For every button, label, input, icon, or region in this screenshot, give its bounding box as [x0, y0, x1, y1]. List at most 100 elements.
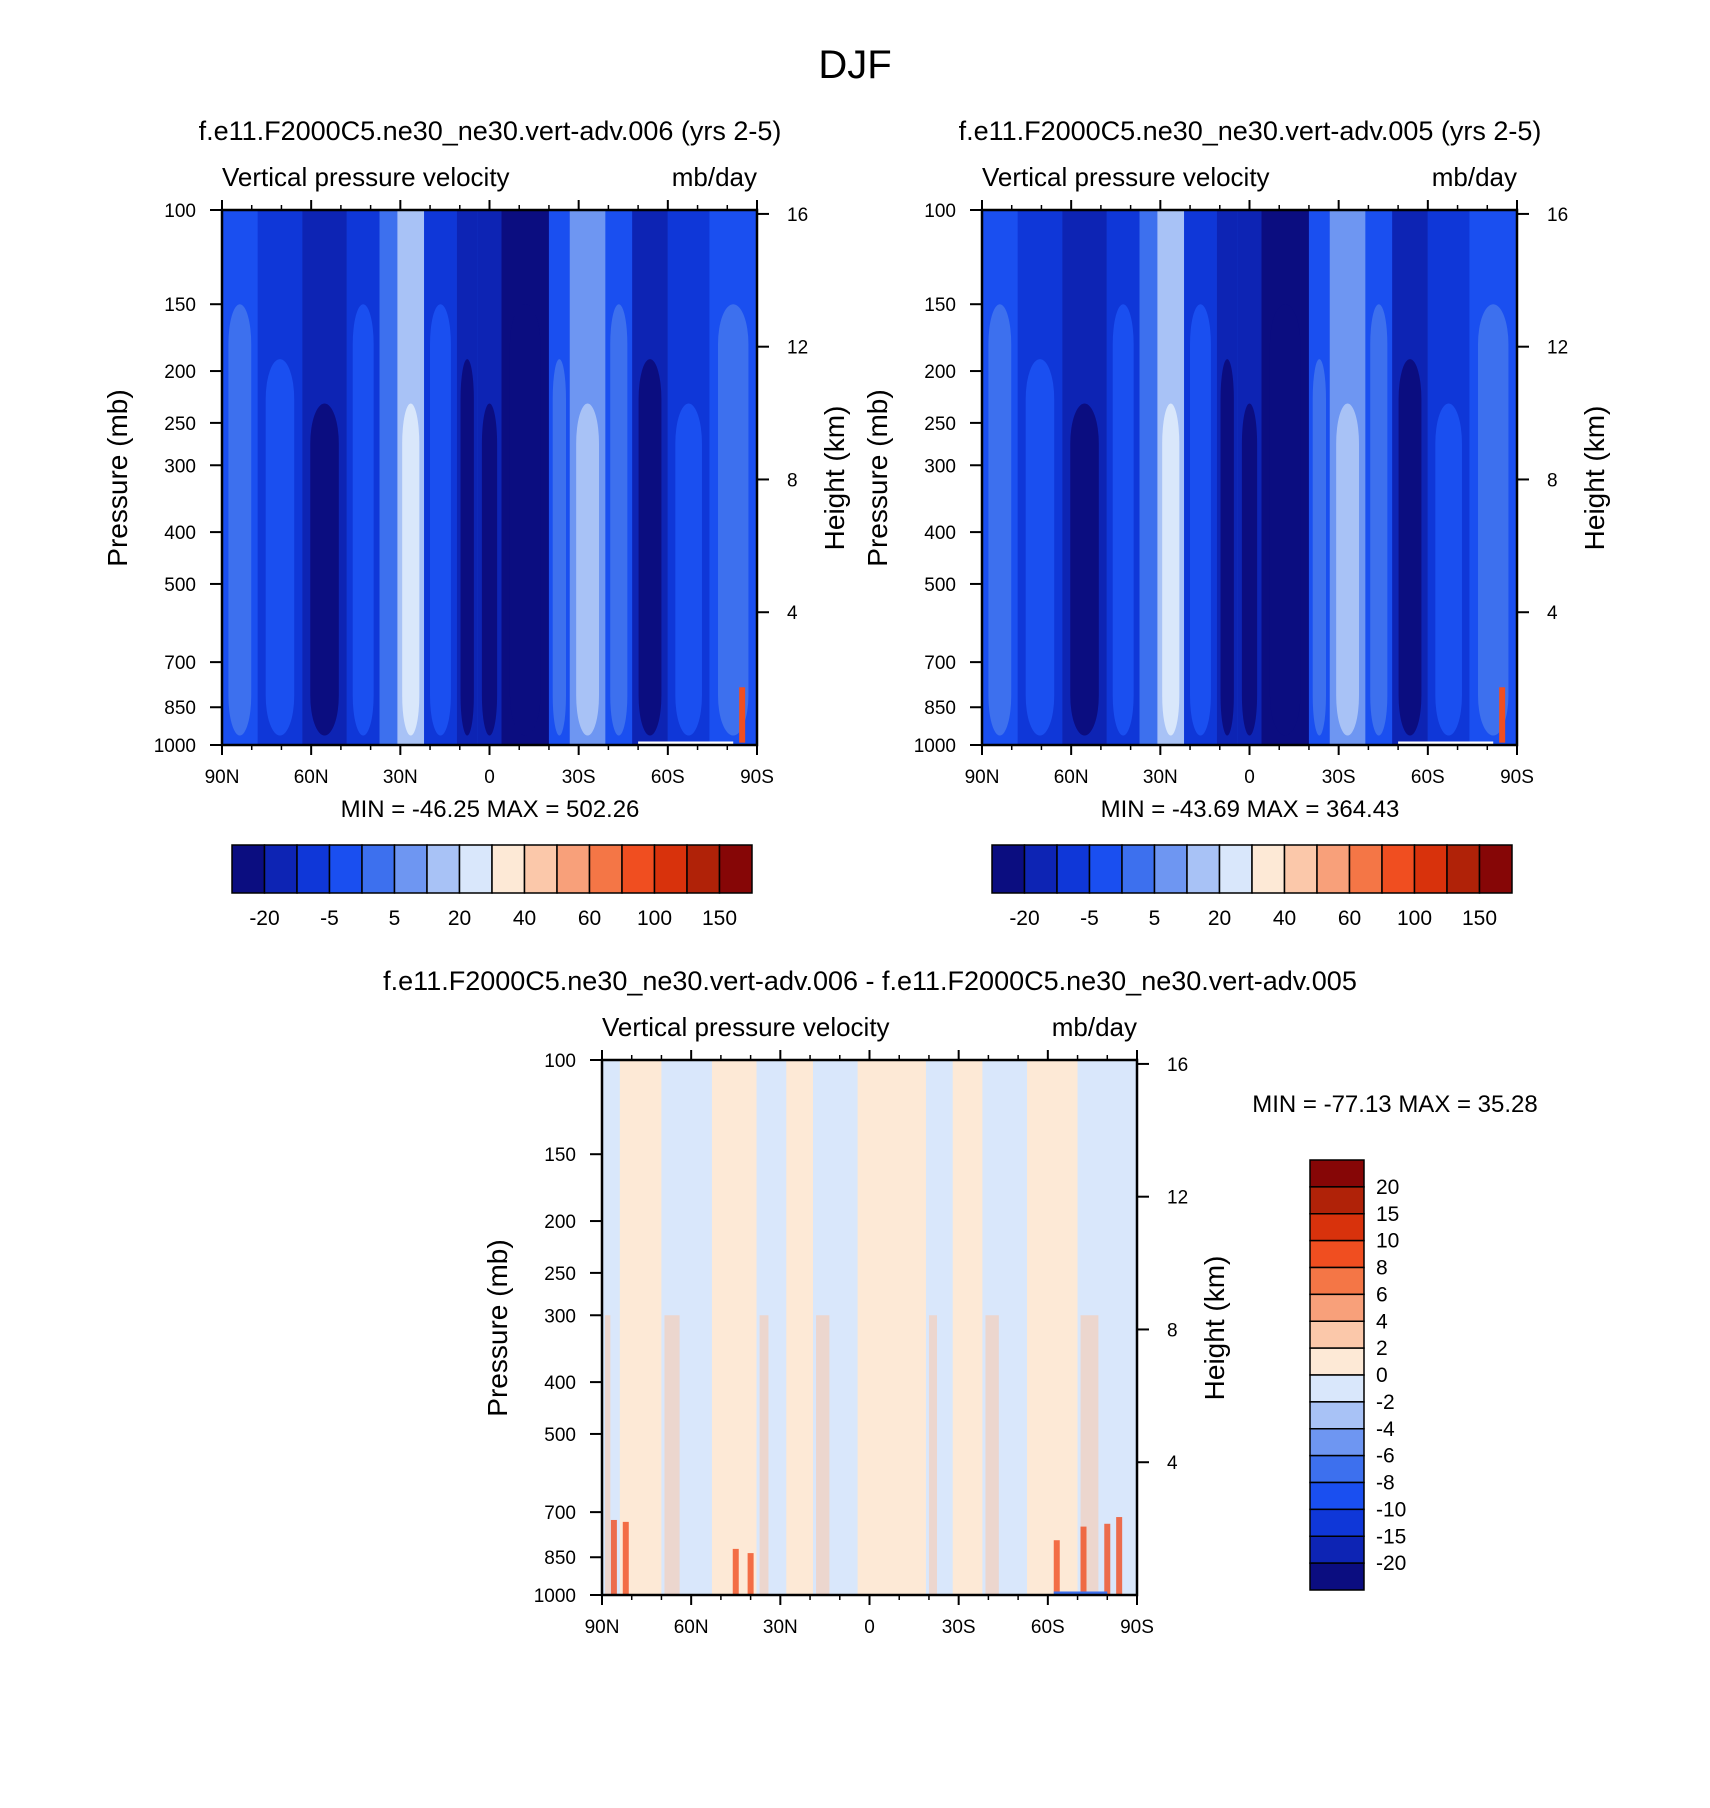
y-tick-label: 1000 — [914, 736, 956, 757]
x-tick-label: 60S — [651, 767, 685, 788]
colorbar-swatch — [1310, 1348, 1364, 1375]
colorbar-swatch — [1310, 1214, 1364, 1241]
y2-axis-label: Height (km) — [819, 406, 850, 551]
surface-hotspot — [623, 1522, 629, 1595]
contour-core — [482, 404, 497, 736]
y-tick-label: 100 — [164, 201, 196, 222]
y-tick-label: 500 — [544, 1425, 576, 1446]
y2-tick-label: 4 — [787, 603, 798, 624]
panel-top-right: f.e11.F2000C5.ne30_ne30.vert-adv.005 (yr… — [862, 116, 1610, 930]
contour-core — [1026, 359, 1055, 735]
contour-core — [1435, 404, 1462, 736]
y-tick-label: 100 — [544, 1051, 576, 1072]
x-tick-label: 30N — [763, 1617, 798, 1638]
contour-band — [786, 1060, 813, 1595]
colorbar-label: 4 — [1376, 1310, 1388, 1333]
contour-core — [461, 359, 474, 735]
surface-hotspot — [1499, 687, 1505, 742]
y2-tick-label: 12 — [787, 338, 808, 359]
colorbar-label: 8 — [1376, 1257, 1388, 1280]
colorbar-label: 15 — [1376, 1203, 1399, 1226]
colorbar-label: 40 — [1273, 907, 1296, 930]
colorbar-swatch — [265, 845, 298, 893]
min-max-label: MIN = -77.13 MAX = 35.28 — [1252, 1091, 1537, 1118]
colorbar-label: 150 — [702, 907, 737, 930]
x-tick-label: 0 — [1244, 767, 1255, 788]
colorbar-swatch — [1447, 845, 1480, 893]
y-tick-label: 400 — [924, 523, 956, 544]
right-string: mb/day — [1432, 162, 1517, 192]
x-tick-label: 30S — [562, 767, 596, 788]
y-tick-label: 300 — [164, 456, 196, 477]
colorbar-swatch — [1310, 1187, 1364, 1214]
contour-streak — [985, 1315, 998, 1595]
y-tick-label: 400 — [164, 523, 196, 544]
y2-tick-label: 16 — [787, 205, 808, 226]
y-tick-label: 500 — [164, 575, 196, 596]
y-tick-label: 200 — [544, 1212, 576, 1233]
contour-core — [1478, 304, 1508, 735]
colorbar: 20151086420-2-4-6-8-10-15-20 — [1310, 1160, 1406, 1590]
colorbar: -20 -5 5 20 40 60 100 150 — [992, 845, 1512, 930]
contour-core — [610, 304, 627, 735]
contour-core — [1162, 404, 1179, 736]
contour-core — [1313, 359, 1326, 735]
panel-title: f.e11.F2000C5.ne30_ne30.vert-adv.006 - f… — [383, 966, 1357, 996]
figure: DJF f.e11.F2000C5.ne30_ne30.vert-adv.006… — [0, 0, 1710, 1808]
colorbar-swatch — [1310, 1402, 1364, 1429]
y2-tick-label: 16 — [1547, 205, 1568, 226]
colorbar-swatch — [1415, 845, 1448, 893]
x-tick-label: 90N — [205, 767, 240, 788]
contour-core — [718, 304, 748, 735]
y2-tick-label: 8 — [1167, 1320, 1178, 1341]
contour-core — [228, 304, 251, 735]
colorbar-label: -10 — [1376, 1498, 1406, 1521]
contour-core — [1242, 404, 1257, 736]
x-tick-label: 0 — [864, 1617, 875, 1638]
surface-hotspot — [739, 687, 745, 742]
contour-core — [576, 404, 599, 736]
contour-core — [675, 404, 702, 736]
colorbar-swatch — [992, 845, 1025, 893]
contour-streak — [816, 1315, 829, 1595]
contour-band — [380, 210, 398, 745]
contour-streak — [605, 1315, 610, 1595]
contour-band — [953, 1060, 983, 1595]
colorbar-label: 60 — [578, 907, 601, 930]
colorbar-label: -20 — [1376, 1552, 1406, 1575]
y2-axis-label: Height (km) — [1199, 1256, 1230, 1401]
y-tick-label: 300 — [544, 1306, 576, 1327]
colorbar-swatch — [1310, 1268, 1364, 1295]
contour-streak — [664, 1315, 679, 1595]
surface-hotspot — [611, 1520, 617, 1595]
colorbar-swatch — [1025, 845, 1058, 893]
contour-core — [310, 404, 339, 736]
y-tick-label: 700 — [924, 653, 956, 674]
colorbar: -20 -5 5 20 40 60 100 150 — [232, 845, 752, 930]
colorbar-label: 5 — [1149, 907, 1161, 930]
y-tick-label: 250 — [924, 414, 956, 435]
contour-core — [402, 404, 419, 736]
colorbar-label: -2 — [1376, 1391, 1395, 1414]
y2-tick-label: 12 — [1167, 1188, 1188, 1209]
contour-band — [858, 1060, 926, 1595]
colorbar-swatch — [1310, 1536, 1364, 1563]
colorbar-swatch — [1310, 1509, 1364, 1536]
colorbar-swatch — [1122, 845, 1155, 893]
panel-title: f.e11.F2000C5.ne30_ne30.vert-adv.006 (yr… — [199, 116, 782, 146]
colorbar-swatch — [687, 845, 720, 893]
surface-hotspot — [1116, 1517, 1122, 1595]
right-string: mb/day — [1052, 1012, 1137, 1042]
x-tick-label: 90S — [1120, 1617, 1154, 1638]
y2-tick-label: 8 — [787, 470, 798, 491]
x-tick-label: 90S — [740, 767, 774, 788]
colorbar-swatch — [1155, 845, 1188, 893]
y2-tick-label: 4 — [1167, 1453, 1178, 1474]
x-tick-label: 30N — [383, 767, 418, 788]
colorbar-label: 100 — [637, 907, 672, 930]
colorbar-swatch — [1382, 845, 1415, 893]
colorbar-swatch — [330, 845, 363, 893]
colorbar-label: 0 — [1376, 1364, 1388, 1387]
y-tick-label: 700 — [164, 653, 196, 674]
colorbar-label: 150 — [1462, 907, 1497, 930]
